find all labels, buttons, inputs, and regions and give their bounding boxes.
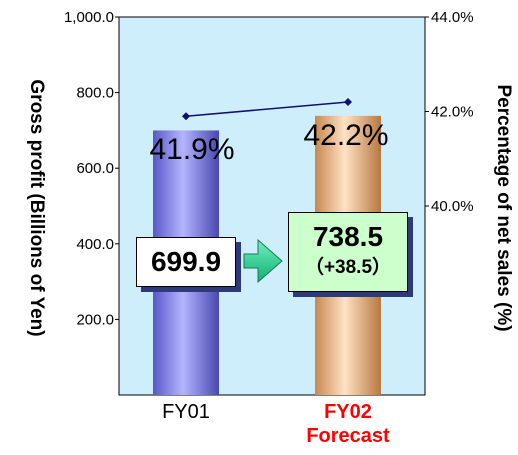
x-tick-label: FY01 — [162, 401, 210, 423]
fy02-change-text: （+38.5） — [304, 257, 392, 278]
x-tick-label: FY02 — [324, 401, 372, 423]
y2-tick-label: 44.0% — [431, 9, 474, 26]
y-tick-label: 600.0 — [76, 160, 114, 177]
percentage-point — [344, 98, 352, 107]
y-tick-label: 800.0 — [76, 85, 114, 102]
percentage-label: 42.2% — [303, 119, 388, 152]
percentage-line — [185, 101, 349, 117]
percentage-point — [182, 112, 190, 121]
y-axis-title: Gross profit (Billions of Yen) — [26, 79, 47, 336]
fy02-value-text: 738.5 — [312, 221, 384, 252]
fy01-value-callout: 699.9 — [136, 237, 236, 287]
percentage-label: 41.9% — [149, 133, 234, 166]
fy01-value-text: 699.9 — [150, 246, 222, 277]
y2-axis-title: Percentage of net sales (%) — [493, 84, 514, 331]
y2-tick-label: 42.0% — [431, 104, 474, 121]
y-tick-label: 1,000.0 — [64, 9, 114, 26]
y2-tick-label: 40.0% — [431, 198, 474, 215]
y-tick-label: 200.0 — [76, 311, 114, 328]
x-tick-label-line2: Forecast — [306, 425, 390, 447]
increase-arrow-icon — [243, 238, 283, 284]
fy02-value-callout: 738.5 （+38.5） — [288, 212, 408, 292]
y-tick-label: 400.0 — [76, 236, 114, 253]
